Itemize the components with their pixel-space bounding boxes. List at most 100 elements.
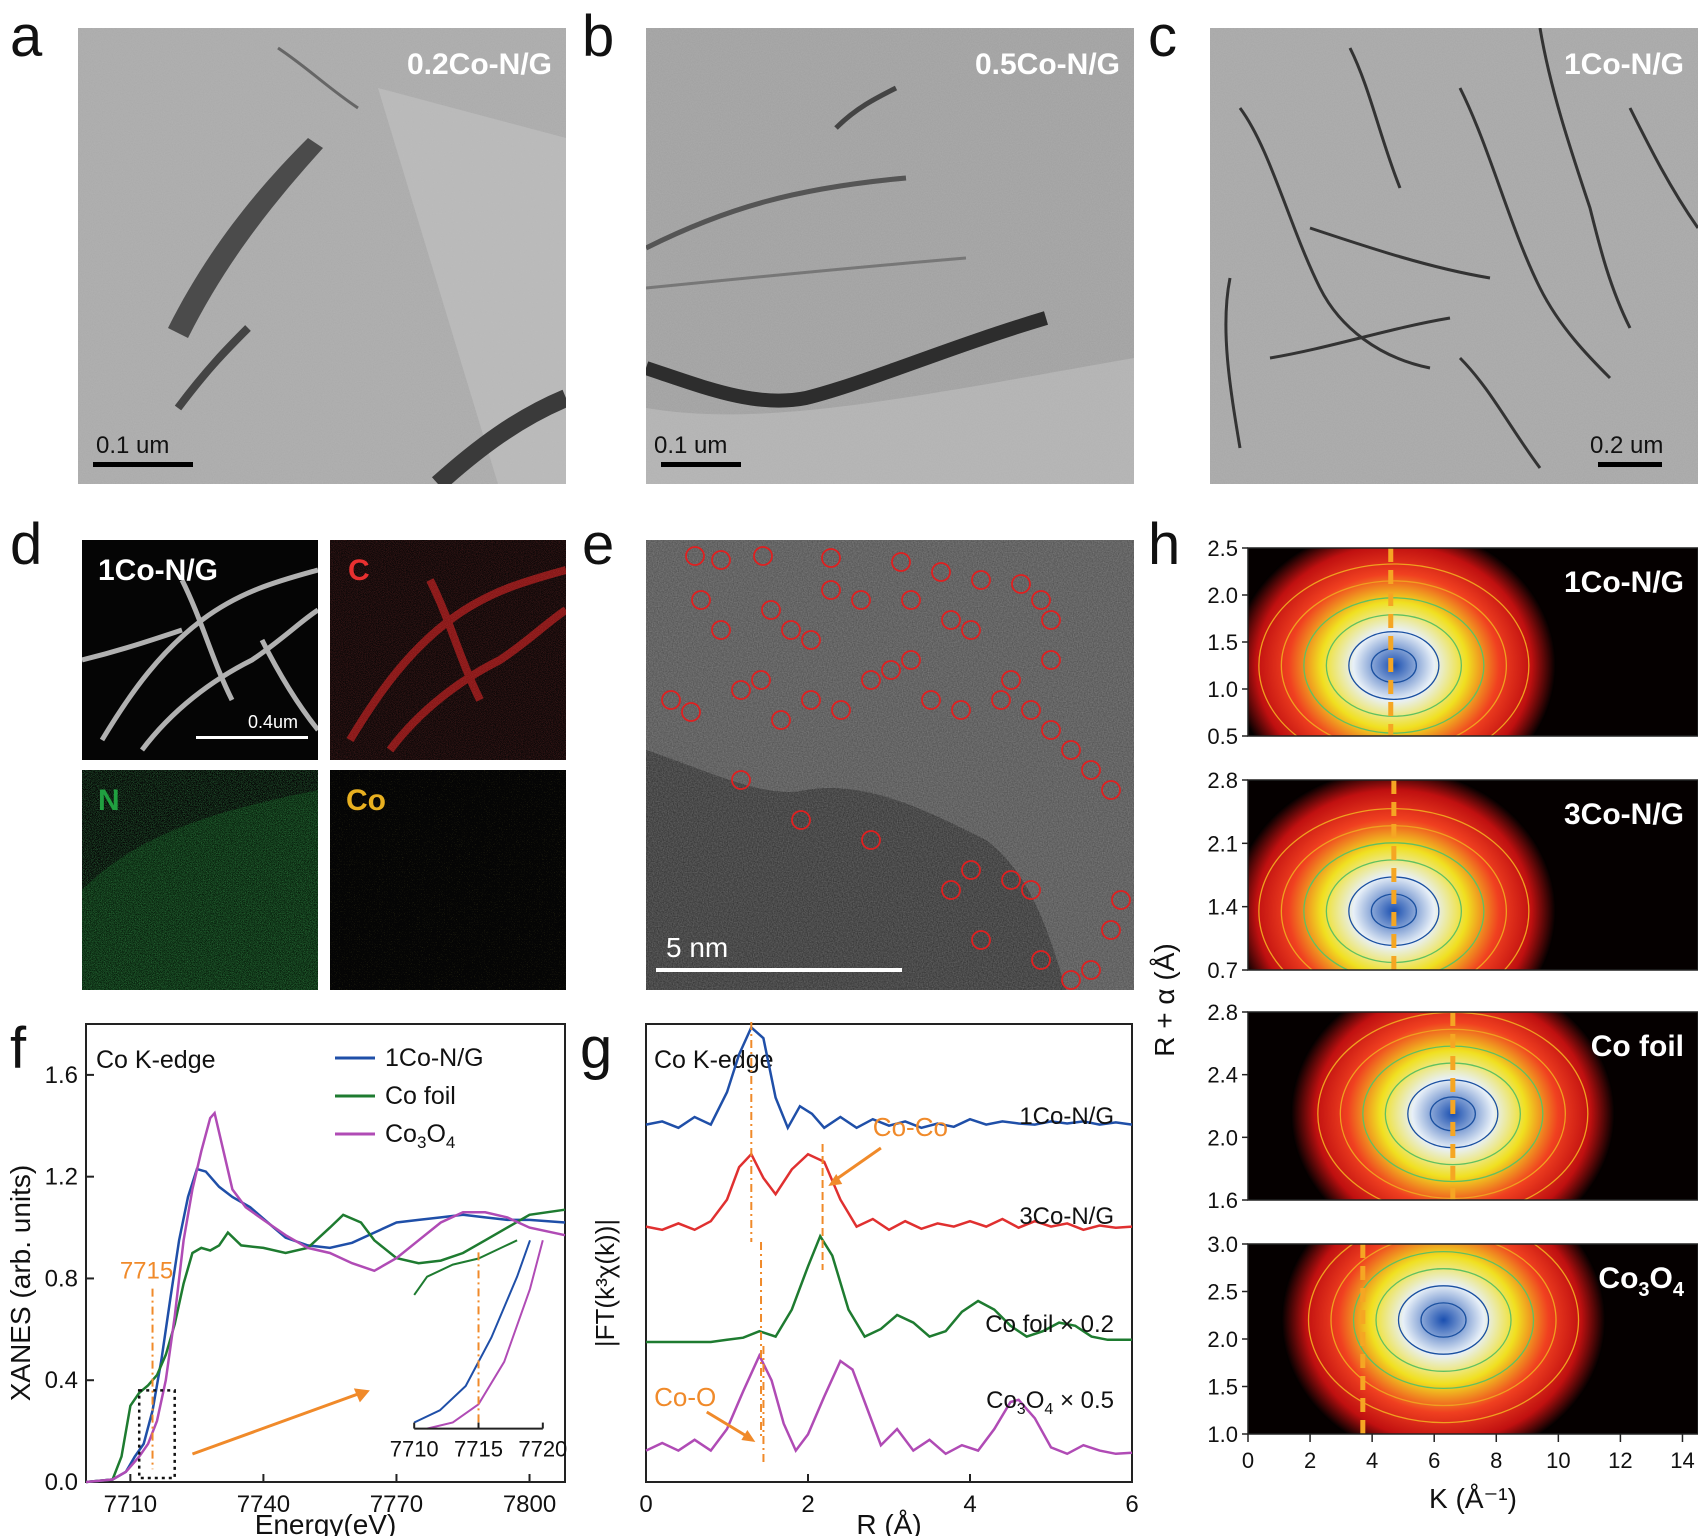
single-atom-marker (691, 590, 711, 610)
y-tick-label: 0.8 (45, 1265, 78, 1292)
contour-line (1325, 614, 1463, 717)
legend-label: Co foil (385, 1082, 456, 1110)
single-atom-marker (861, 670, 881, 690)
eds-label-1co: 1Co-N/G (98, 554, 218, 587)
single-atom-marker (1111, 890, 1131, 910)
y-tick-label: 0.7 (1207, 958, 1238, 983)
plot-frame (645, 1023, 1133, 1483)
map-label: 1Co-N/G (1564, 566, 1684, 599)
series-label: 3Co-N/G (1019, 1203, 1114, 1230)
panel-letter-e: e (582, 512, 615, 577)
x-tick-label: 7710 (104, 1491, 157, 1518)
x-tick-label: 8 (1490, 1448, 1502, 1473)
eds-map-cobalt: Co (330, 770, 566, 990)
panel-letter-g: g (580, 1016, 613, 1081)
single-atom-marker (891, 552, 911, 572)
y-tick-label: 1.4 (1207, 895, 1238, 920)
y-tick-label: 1.0 (1207, 677, 1238, 702)
single-atom-marker (1061, 740, 1081, 760)
inset-series-line (426, 1240, 544, 1430)
map-label: 3Co-N/G (1564, 798, 1684, 831)
stem-image-e: 5 nm (646, 540, 1134, 990)
y-tick-label: 2.4 (1207, 1063, 1238, 1088)
contour-line (1370, 647, 1418, 684)
panel-letter-b: b (582, 4, 615, 69)
y-tick-label: 2.0 (1207, 1327, 1238, 1352)
single-atom-marker (851, 590, 871, 610)
single-atom-marker (761, 600, 781, 620)
single-atom-marker (731, 770, 751, 790)
single-atom-marker (961, 620, 981, 640)
y-tick-label: 3.0 (1207, 1232, 1238, 1257)
y-tick-label: 0.0 (45, 1469, 78, 1496)
series-line (645, 1352, 1133, 1456)
x-tick-label: 12 (1608, 1448, 1632, 1473)
single-atom-marker (1081, 960, 1101, 980)
eds-scale-bar (196, 736, 308, 739)
x-tick-label: 7770 (370, 1491, 423, 1518)
x-axis-label: K (Å⁻¹) (1429, 1483, 1517, 1514)
x-tick-label: 7800 (503, 1491, 556, 1518)
contour-line (1280, 580, 1507, 736)
single-atom-marker (931, 562, 951, 582)
co-co-annotation: Co-Co (873, 1112, 948, 1142)
y-tick-label: 0.5 (1207, 724, 1238, 749)
legend-label: 1Co-N/G (385, 1044, 484, 1072)
eds-label-n: N (98, 784, 120, 817)
scale-text-a: 0.1 um (96, 432, 170, 459)
contour-line (1330, 1244, 1557, 1407)
single-atom-marker (1021, 700, 1041, 720)
y-tick-label: 2.1 (1207, 831, 1238, 856)
stem-scale-text: 5 nm (666, 932, 729, 963)
series-line (645, 1025, 1133, 1131)
wavelet-intensity (1248, 780, 1556, 970)
contour-line (1420, 1302, 1467, 1338)
single-atom-marker (751, 670, 771, 690)
scale-bar-b (661, 462, 741, 467)
x-tick-label: 2 (1304, 1448, 1316, 1473)
single-atom-marker (685, 546, 705, 566)
eds-map-carbon: C (330, 540, 566, 760)
edge-annotation: 7715 (120, 1257, 173, 1284)
single-atom-marker (821, 580, 841, 600)
single-atom-marker (961, 860, 981, 880)
series-line (85, 1110, 566, 1484)
series-line (645, 1152, 1133, 1232)
y-tick-label: 2.5 (1207, 1280, 1238, 1305)
contour-line (1258, 563, 1530, 736)
y-tick-label: 1.6 (45, 1062, 78, 1089)
single-atom-marker (1041, 720, 1061, 740)
single-atom-marker (711, 620, 731, 640)
x-tick-label: 0 (639, 1491, 652, 1518)
x-tick-label: 6 (1428, 1448, 1440, 1473)
single-atom-marker (1101, 780, 1121, 800)
single-atom-marker (991, 690, 1011, 710)
tem-label-a: 0.2Co-N/G (406, 48, 552, 81)
panel-letter-c: c (1148, 4, 1177, 69)
y-tick-label: 1.0 (1207, 1422, 1238, 1447)
series-label: Co3O4 × 0.5 (986, 1387, 1114, 1418)
tem-image-b: 0.5Co-N/G 0.1 um (646, 28, 1134, 484)
single-atom-marker (1101, 920, 1121, 940)
y-tick-label: 2.0 (1207, 1125, 1238, 1150)
eds-label-c: C (348, 554, 370, 587)
exafs-plot-g: 0 2 4 6 R (Å) |FT(k³χ(k))| Co K-edge 1Co-N/G 3Co… (590, 1022, 1139, 1536)
tem-image-c: 1Co-N/G 0.2 um (1210, 28, 1698, 484)
series-label: 1Co-N/G (1019, 1103, 1114, 1130)
series-line (85, 1208, 566, 1484)
contour-line (1303, 842, 1485, 970)
inset-tick-label: 7710 (390, 1437, 439, 1462)
zoom-region-box (137, 1389, 176, 1480)
single-atom-marker (771, 710, 791, 730)
contour-line (1375, 1268, 1512, 1372)
chart-title: Co K-edge (654, 1046, 774, 1074)
map-label: Co3O4 (1598, 1262, 1684, 1301)
single-atom-marker (681, 702, 701, 722)
tem-label-b: 0.5Co-N/G (974, 48, 1120, 81)
y-tick-label: 2.8 (1207, 1000, 1238, 1025)
x-tick-label: 4 (1366, 1448, 1378, 1473)
co-o-annotation: Co-O (654, 1382, 716, 1412)
single-atom-marker (1041, 650, 1061, 670)
eds-map-nitrogen: N (82, 770, 318, 990)
xanes-plot-f: 7710 7740 7770 7800 0.0 0.4 0.8 1.2 1.6 Energy(eV… (5, 1023, 567, 1536)
